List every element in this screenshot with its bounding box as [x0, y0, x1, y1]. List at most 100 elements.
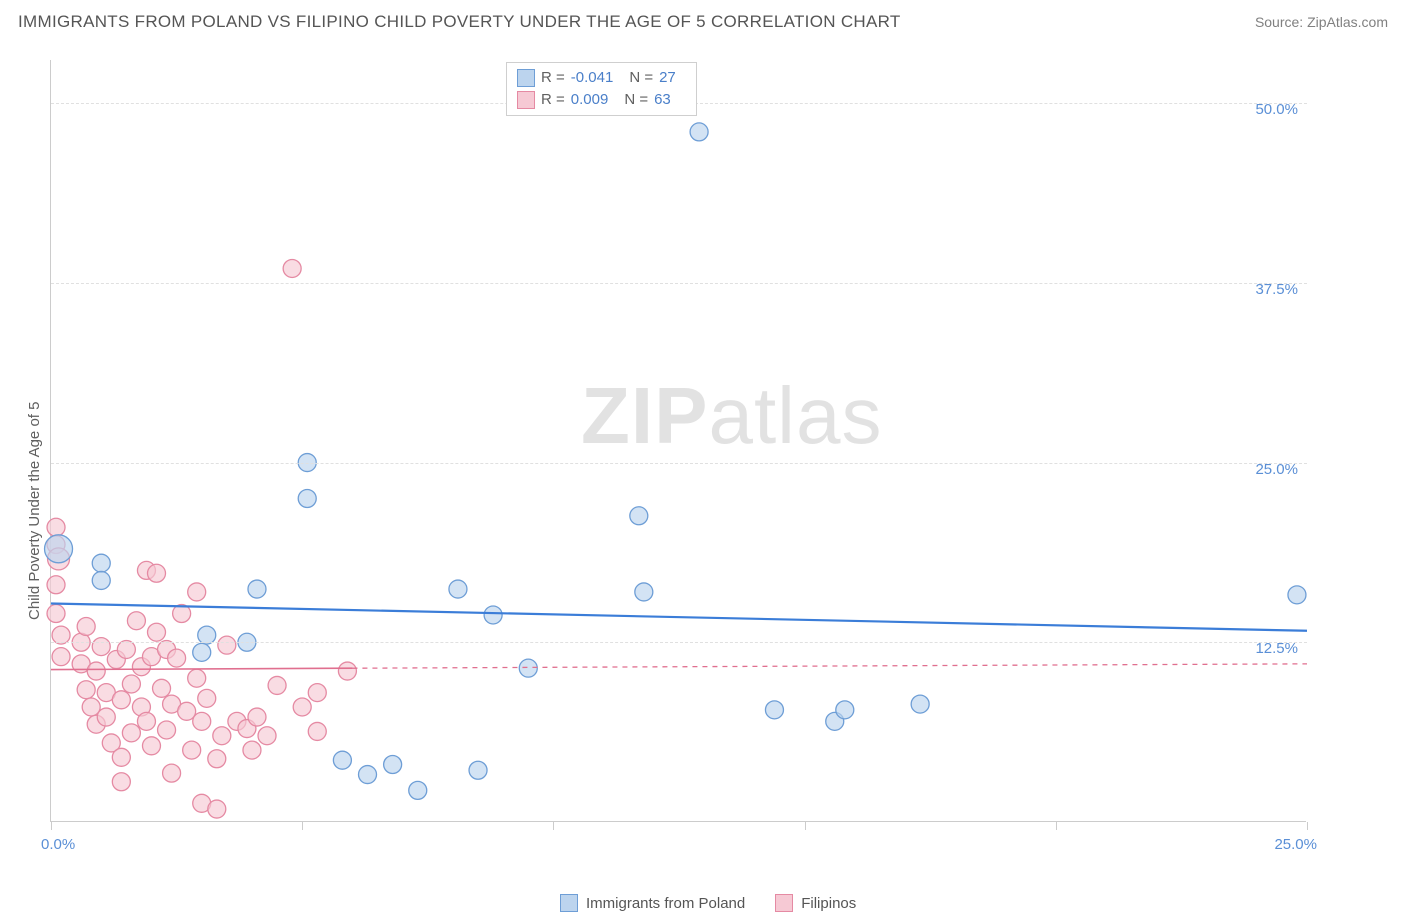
data-point: [193, 712, 211, 730]
data-point: [248, 580, 266, 598]
data-point: [449, 580, 467, 598]
stat-n-value: 27: [659, 67, 676, 89]
data-point: [112, 773, 130, 791]
data-point: [308, 684, 326, 702]
data-point: [359, 766, 377, 784]
data-point: [127, 612, 145, 630]
x-tick-label: 0.0%: [41, 836, 75, 853]
series-legend: Immigrants from Poland Filipinos: [560, 894, 856, 912]
data-point: [333, 751, 351, 769]
data-point: [293, 698, 311, 716]
data-point: [47, 605, 65, 623]
chart-title: IMMIGRANTS FROM POLAND VS FILIPINO CHILD…: [18, 12, 901, 32]
data-point: [384, 755, 402, 773]
data-point: [298, 490, 316, 508]
data-point: [148, 564, 166, 582]
data-point: [158, 721, 176, 739]
data-point: [52, 648, 70, 666]
data-point: [47, 576, 65, 594]
data-point: [469, 761, 487, 779]
data-point: [484, 606, 502, 624]
data-point: [188, 583, 206, 601]
data-point: [163, 764, 181, 782]
y-axis-label: Child Poverty Under the Age of 5: [26, 402, 43, 620]
data-point: [142, 737, 160, 755]
stat-r-value: -0.041: [571, 67, 614, 89]
x-tick-mark: [51, 822, 52, 830]
scatter-plot: ZIPatlas 12.5%25.0%37.5%50.0%0.0%25.0%: [50, 60, 1306, 822]
data-point: [137, 712, 155, 730]
data-point: [268, 676, 286, 694]
data-point: [92, 554, 110, 572]
x-tick-mark: [1056, 822, 1057, 830]
data-point: [836, 701, 854, 719]
legend-item: Immigrants from Poland: [560, 894, 745, 912]
legend-label: Immigrants from Poland: [586, 895, 745, 912]
data-point: [248, 708, 266, 726]
trend-line-extrapolated: [352, 664, 1307, 668]
data-point: [519, 659, 537, 677]
y-tick-label: 37.5%: [1255, 281, 1298, 298]
data-point: [77, 617, 95, 635]
stat-n-label: N =: [624, 89, 648, 111]
data-point: [243, 741, 261, 759]
data-point: [188, 669, 206, 687]
data-point: [338, 662, 356, 680]
legend-swatch: [775, 894, 793, 912]
data-point: [112, 691, 130, 709]
data-point: [308, 722, 326, 740]
data-point: [208, 750, 226, 768]
stat-n-label: N =: [629, 67, 653, 89]
data-point: [168, 649, 186, 667]
data-point: [765, 701, 783, 719]
data-point: [92, 638, 110, 656]
data-point: [911, 695, 929, 713]
grid-line: [51, 642, 1307, 643]
data-point: [77, 681, 95, 699]
data-point: [153, 679, 171, 697]
data-point: [112, 748, 130, 766]
data-point: [47, 518, 65, 536]
data-point: [283, 259, 301, 277]
legend-swatch: [517, 91, 535, 109]
data-point: [208, 800, 226, 818]
stats-row: R = 0.009 N = 63: [517, 89, 686, 111]
x-tick-mark: [805, 822, 806, 830]
data-point: [635, 583, 653, 601]
data-point: [92, 571, 110, 589]
data-point: [87, 662, 105, 680]
data-point: [122, 675, 140, 693]
data-point: [1288, 586, 1306, 604]
data-point: [409, 781, 427, 799]
stat-r-value: 0.009: [571, 89, 609, 111]
x-tick-mark: [1307, 822, 1308, 830]
data-point: [148, 623, 166, 641]
legend-label: Filipinos: [801, 895, 856, 912]
plot-svg: [51, 60, 1307, 822]
data-point: [45, 535, 73, 563]
data-point: [218, 636, 236, 654]
legend-swatch: [560, 894, 578, 912]
source-label: Source: ZipAtlas.com: [1255, 14, 1388, 30]
x-tick-mark: [553, 822, 554, 830]
x-tick-label: 25.0%: [1257, 836, 1317, 853]
data-point: [630, 507, 648, 525]
data-point: [258, 727, 276, 745]
data-point: [198, 689, 216, 707]
legend-item: Filipinos: [775, 894, 856, 912]
y-tick-label: 50.0%: [1255, 101, 1298, 118]
stat-n-value: 63: [654, 89, 671, 111]
correlation-stats-box: R = -0.041 N = 27 R = 0.009 N = 63: [506, 62, 697, 116]
grid-line: [51, 463, 1307, 464]
stat-r-label: R =: [541, 89, 565, 111]
stat-r-label: R =: [541, 67, 565, 89]
data-point: [213, 727, 231, 745]
data-point: [97, 708, 115, 726]
y-tick-label: 12.5%: [1255, 640, 1298, 657]
trend-line: [51, 603, 1307, 630]
data-point: [690, 123, 708, 141]
grid-line: [51, 283, 1307, 284]
data-point: [122, 724, 140, 742]
x-tick-mark: [302, 822, 303, 830]
data-point: [183, 741, 201, 759]
